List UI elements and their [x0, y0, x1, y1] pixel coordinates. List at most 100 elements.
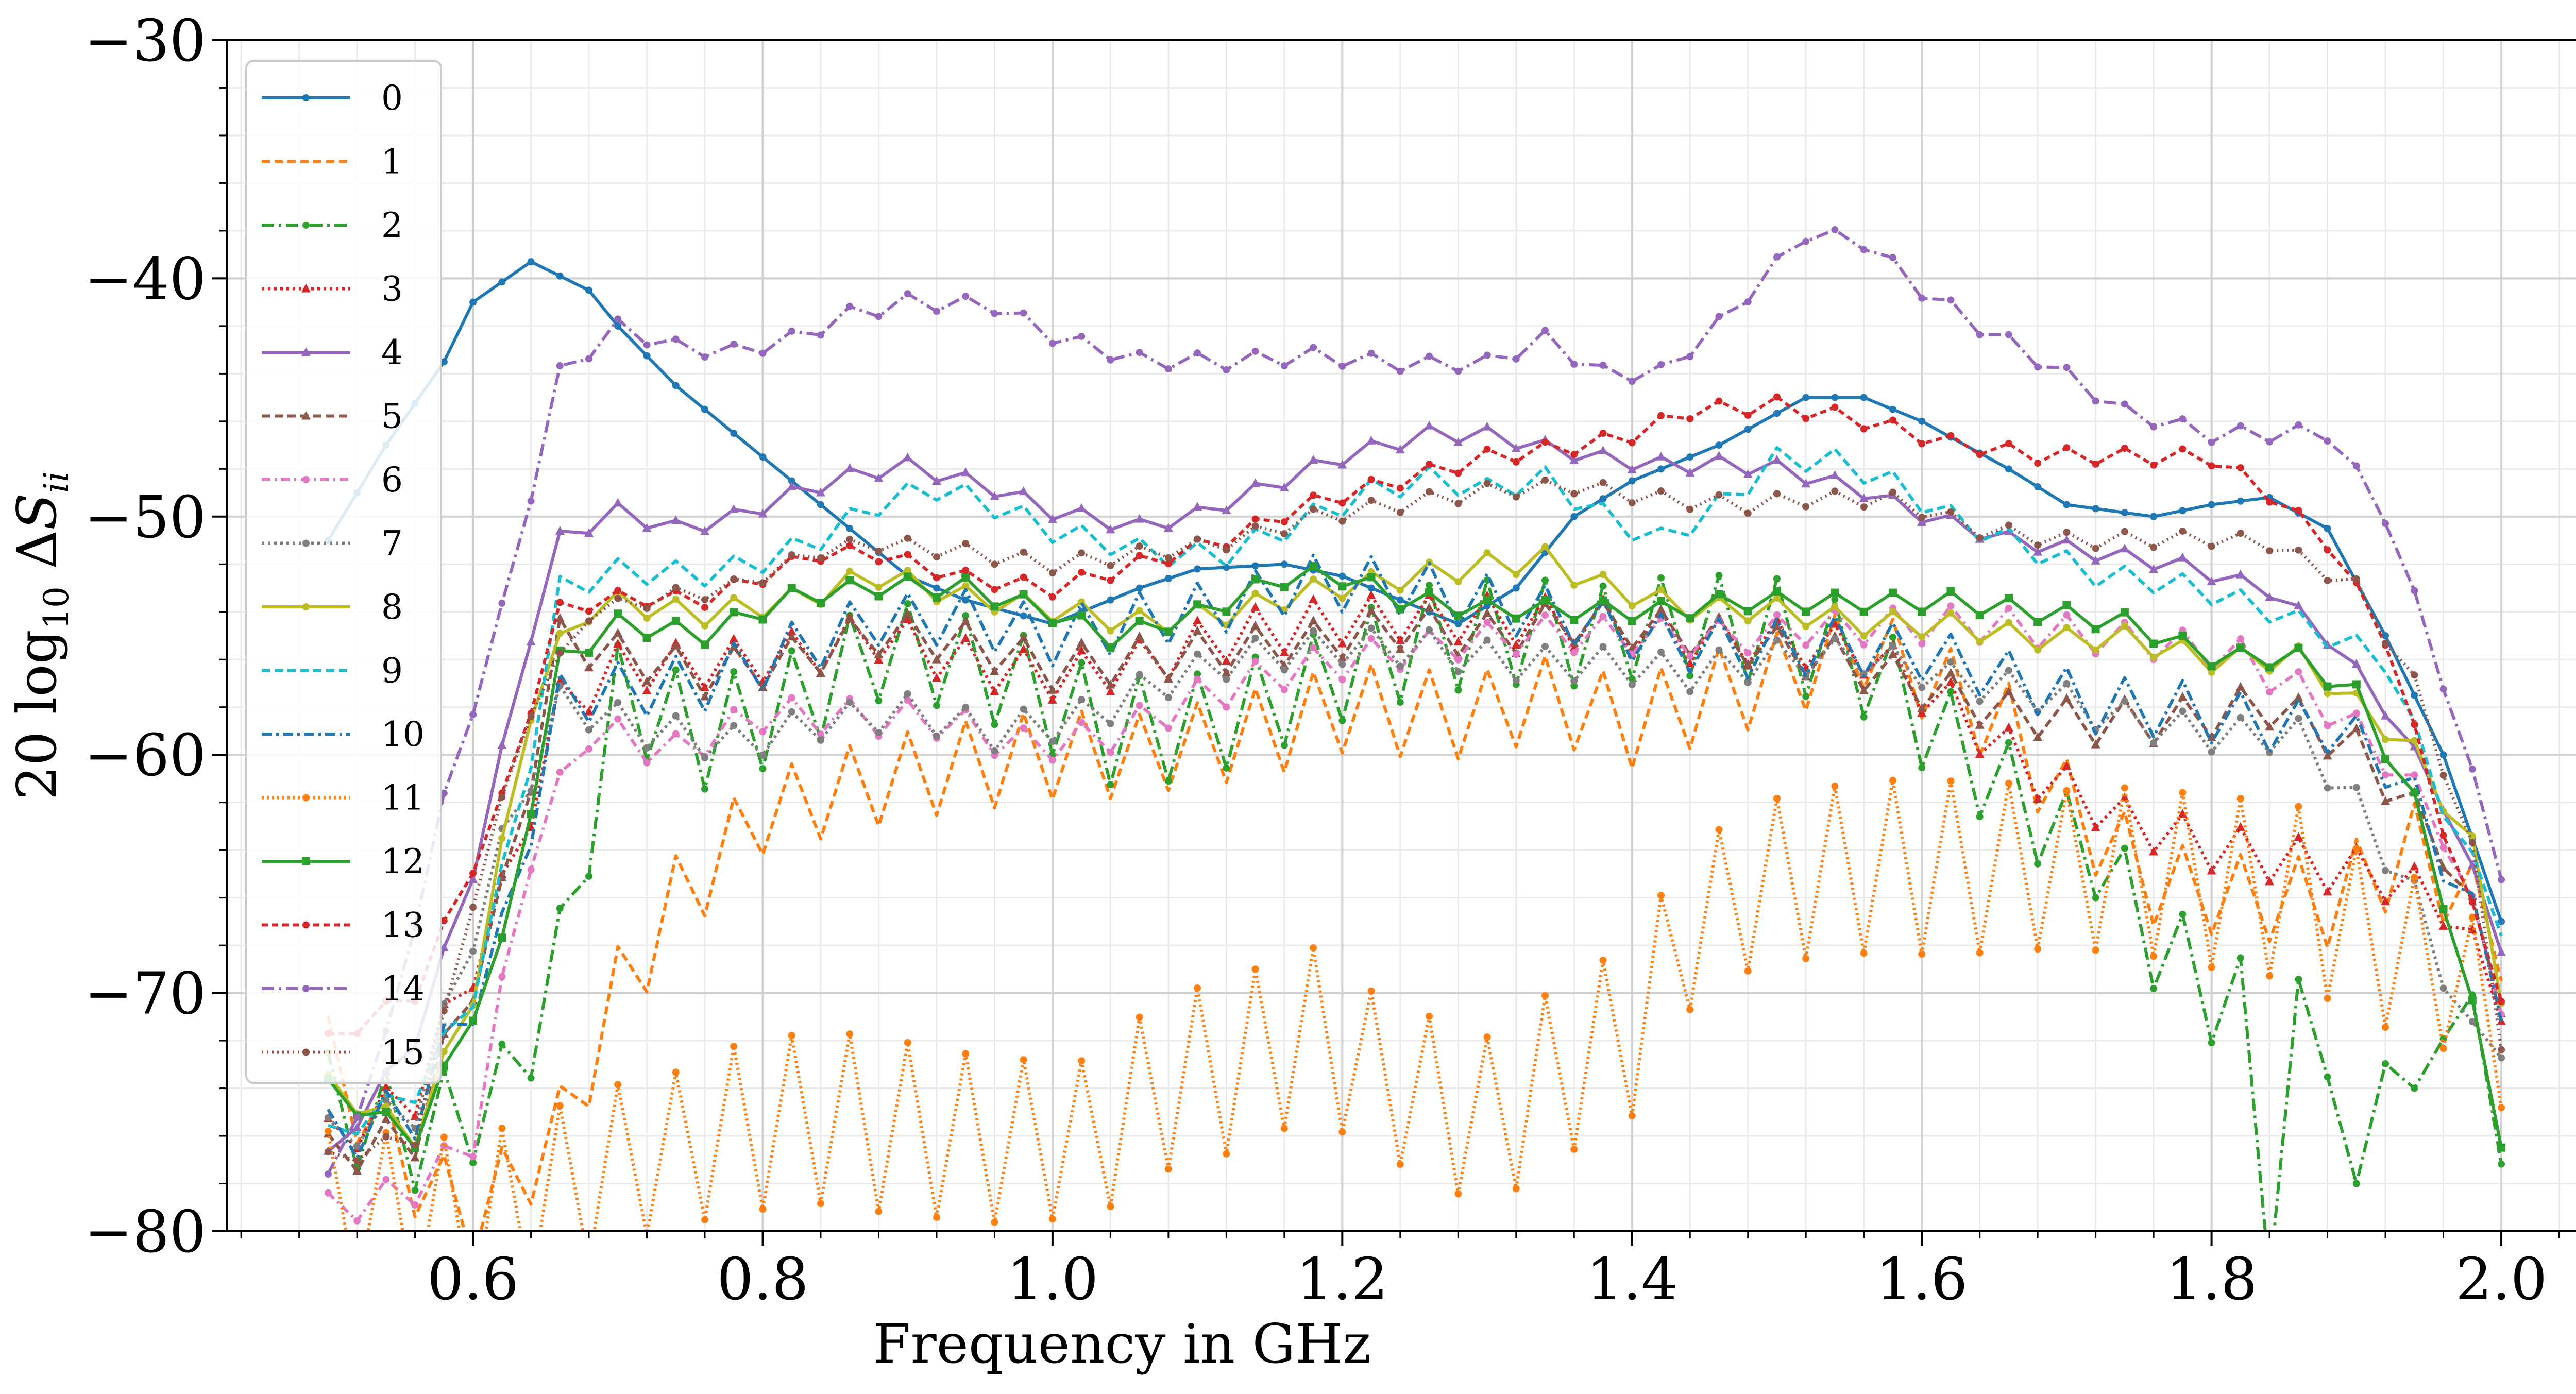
data-point: [1918, 640, 1926, 648]
data-point: [585, 726, 593, 734]
data-point: [1570, 649, 1578, 656]
data-point: [1976, 451, 1984, 458]
data-point: [1163, 674, 1173, 683]
data-point: [498, 1125, 506, 1132]
data-point: [1048, 593, 1056, 601]
data-point: [1077, 637, 1087, 647]
data-point: [788, 694, 795, 702]
data-point: [1483, 596, 1492, 604]
data-point: [1366, 605, 1376, 615]
data-point: [2352, 709, 2360, 717]
data-point: [498, 278, 506, 286]
legend-marker: [302, 94, 310, 101]
data-point: [1280, 686, 1288, 693]
y-tick-label: −70: [84, 961, 206, 1028]
data-point: [1947, 658, 1955, 666]
data-point: [469, 904, 477, 911]
data-point: [701, 640, 709, 649]
data-point: [1048, 756, 1056, 764]
data-point: [1975, 720, 1985, 729]
data-point: [2120, 608, 2129, 617]
data-point: [1337, 638, 1347, 648]
data-point: [1976, 698, 1984, 705]
data-point: [2150, 953, 2158, 960]
data-point: [2411, 587, 2418, 594]
data-point: [527, 866, 535, 874]
data-point: [2497, 1143, 2506, 1152]
data-point: [2265, 722, 2275, 731]
data-point: [1020, 612, 1027, 620]
data-point: [556, 768, 564, 776]
data-point: [845, 463, 855, 472]
data-point: [2236, 497, 2244, 505]
data-point: [1541, 611, 1549, 619]
data-point: [1802, 607, 1810, 616]
x-tick-label: 1.8: [2166, 1246, 2258, 1313]
data-point: [817, 554, 824, 562]
data-point: [1077, 611, 1086, 620]
data-point: [1310, 344, 1317, 351]
data-point: [2351, 723, 2361, 733]
data-point: [527, 713, 535, 721]
data-point: [1107, 562, 1114, 569]
data-point: [440, 917, 448, 925]
data-point: [1686, 1006, 1694, 1013]
legend-marker: [302, 921, 310, 929]
data-point: [1715, 441, 1723, 449]
data-point: [1685, 467, 1695, 477]
data-point: [2382, 1060, 2389, 1067]
data-point: [382, 1108, 391, 1116]
data-point: [759, 752, 767, 759]
data-point: [1802, 415, 1810, 422]
data-point: [1279, 647, 1289, 656]
data-point: [1454, 500, 1462, 507]
legend-marker: [302, 794, 310, 802]
data-point: [1715, 826, 1723, 834]
data-point: [1106, 524, 1115, 534]
legend-label-4: 4: [381, 333, 403, 372]
data-point: [671, 640, 681, 650]
data-point: [2266, 547, 2274, 555]
data-point: [498, 793, 506, 801]
data-point: [2468, 765, 2476, 773]
data-point: [991, 586, 998, 593]
data-point: [2382, 520, 2389, 528]
data-point: [643, 341, 651, 349]
data-point: [788, 551, 795, 558]
data-point: [846, 699, 854, 706]
data-point: [1164, 365, 1172, 373]
data-point: [2034, 860, 2042, 868]
series-9: [327, 446, 2503, 1136]
data-point: [381, 1081, 391, 1091]
data-point: [498, 973, 506, 980]
data-point: [1947, 609, 1955, 617]
data-point: [758, 508, 768, 518]
data-point: [2438, 921, 2448, 930]
data-point: [2034, 945, 2042, 953]
data-point: [614, 587, 622, 594]
data-point: [1279, 482, 1289, 491]
data-point: [2092, 505, 2099, 513]
data-point: [642, 523, 652, 532]
data-point: [585, 286, 593, 294]
data-point: [1426, 1012, 1433, 1020]
data-point: [1628, 499, 1636, 507]
data-point: [2207, 662, 2216, 671]
data-point: [1483, 619, 1491, 626]
data-point: [1106, 679, 1115, 689]
data-point: [2324, 784, 2331, 792]
data-point: [933, 553, 940, 561]
series-line-13: [328, 395, 2503, 1035]
data-point: [1164, 777, 1172, 785]
data-point: [875, 697, 883, 705]
data-point: [2150, 739, 2158, 747]
series-line-14: [327, 228, 2503, 1175]
data-point: [382, 1176, 390, 1183]
data-point: [1686, 614, 1694, 623]
data-point: [2005, 331, 2012, 338]
data-point: [2411, 1084, 2418, 1092]
data-point: [2236, 530, 2244, 537]
data-point: [2295, 976, 2302, 983]
data-point: [1889, 488, 1896, 496]
data-point: [1918, 950, 1926, 958]
